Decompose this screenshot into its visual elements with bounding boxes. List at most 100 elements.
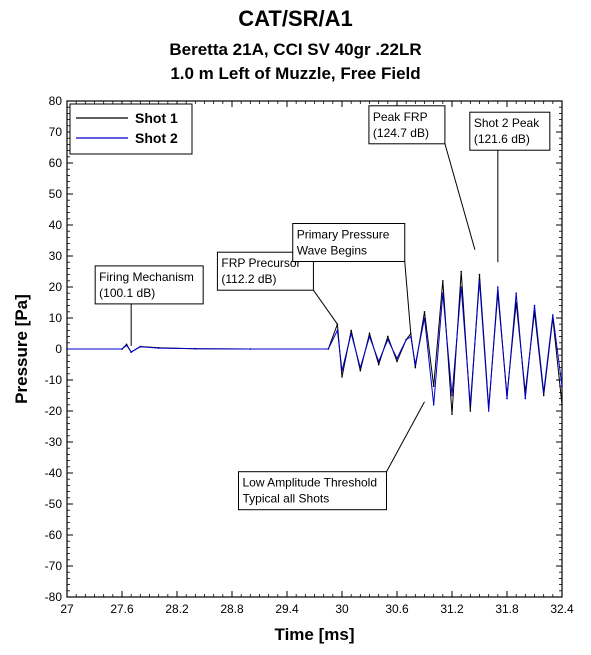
- y-tick-label: 60: [49, 156, 63, 170]
- series-point-2: [442, 292, 444, 295]
- series-point-1: [423, 311, 426, 313]
- y-tick-label: -10: [45, 373, 63, 387]
- series-point-1: [359, 369, 362, 372]
- y-tick-label: -40: [45, 466, 63, 480]
- series-point-2: [341, 369, 343, 372]
- series-point-2: [336, 329, 339, 332]
- series-point-2: [423, 317, 426, 319]
- x-tick-label: 27: [60, 602, 74, 616]
- series-point-2: [478, 280, 481, 282]
- series-point-2: [396, 357, 398, 360]
- x-axis-label: Time [ms]: [275, 625, 355, 644]
- series-point-1: [377, 363, 380, 366]
- series-point-2: [377, 360, 380, 363]
- x-tick-label: 28.2: [165, 602, 189, 616]
- y-axis-label: Pressure [Pa]: [12, 294, 31, 404]
- series-point-2: [350, 332, 352, 335]
- series-point-2: [368, 335, 371, 338]
- annotation-line1: FRP Precursor: [221, 256, 300, 270]
- series-point-2: [542, 391, 545, 394]
- annotation-line2: Wave Begins: [297, 244, 367, 258]
- series-point-2: [460, 286, 462, 288]
- x-tick-label: 30.6: [385, 602, 409, 616]
- annotation-line2: (100.1 dB): [99, 286, 155, 300]
- x-tick-label: 31.2: [440, 602, 464, 616]
- x-tick-label: 29.4: [275, 602, 299, 616]
- series-point-1: [432, 385, 435, 388]
- annotation-line2: (124.7 dB): [373, 126, 429, 140]
- chart-subtitle-1: Beretta 21A, CCI SV 40gr .22LR: [169, 40, 422, 59]
- series-point-1: [469, 410, 472, 412]
- y-tick-label: 0: [55, 342, 62, 356]
- y-tick-label: -30: [45, 435, 63, 449]
- annotation-box: [94, 265, 204, 305]
- x-tick-label: 30: [335, 602, 349, 616]
- annotation-leader: [386, 401, 425, 472]
- series-point-2: [515, 292, 517, 295]
- annotation-leader: [404, 261, 412, 334]
- series-point-2: [561, 385, 563, 388]
- annotation-box: [469, 111, 551, 151]
- y-tick-label: 20: [49, 280, 63, 294]
- series-point-1: [442, 280, 444, 282]
- y-tick-label: 30: [49, 249, 63, 263]
- annotation-box: [368, 105, 446, 145]
- series-point-2: [409, 335, 412, 338]
- annotation-line1: Firing Mechanism: [99, 270, 194, 284]
- series-point-2: [533, 304, 536, 307]
- series-point-2: [327, 348, 330, 350]
- series-point-1: [561, 404, 563, 406]
- series-point-1: [414, 366, 417, 369]
- annotation-line1: Primary Pressure: [297, 228, 390, 242]
- legend-box: [69, 103, 193, 155]
- series-point-2: [524, 397, 527, 400]
- y-tick-label: 80: [49, 94, 63, 108]
- series-point-2: [66, 348, 68, 350]
- series-point-2: [387, 338, 389, 341]
- annotation-line1: Low Amplitude Threshold: [243, 476, 378, 490]
- annotation-line2: Typical all Shots: [243, 492, 330, 506]
- series-point-1: [350, 329, 352, 332]
- y-tick-label: -60: [45, 528, 63, 542]
- annotation-leader: [444, 143, 476, 250]
- x-tick-label: 28.8: [220, 602, 244, 616]
- series-point-1: [478, 273, 481, 276]
- legend-label-2: Shot 2: [135, 130, 178, 146]
- series-point-2: [451, 394, 453, 397]
- y-tick-label: -80: [45, 590, 63, 604]
- x-tick-label: 32.4: [550, 602, 574, 616]
- series-point-2: [506, 397, 508, 400]
- legend-label-1: Shot 1: [135, 110, 178, 126]
- y-tick-label: 70: [49, 125, 63, 139]
- series-point-2: [139, 346, 142, 348]
- annotation-leader: [313, 289, 338, 325]
- series-point-2: [157, 347, 160, 349]
- series-point-2: [414, 363, 417, 366]
- annotation-box: [238, 471, 387, 511]
- series-point-1: [341, 376, 343, 378]
- x-tick-label: 27.6: [110, 602, 134, 616]
- series-point-1: [542, 394, 545, 397]
- y-tick-label: 50: [49, 187, 63, 201]
- y-tick-label: 40: [49, 218, 63, 232]
- series-point-1: [460, 270, 462, 273]
- chart-title: CAT/SR/A1: [238, 6, 353, 31]
- y-tick-label: -70: [45, 559, 63, 573]
- series-point-1: [396, 360, 398, 363]
- chart-subtitle-2: 1.0 m Left of Muzzle, Free Field: [170, 64, 421, 83]
- y-tick-label: 10: [49, 311, 63, 325]
- series-point-2: [194, 347, 197, 350]
- series-line-2: [67, 280, 563, 412]
- series-point-2: [249, 348, 252, 350]
- x-tick-label: 31.8: [495, 602, 519, 616]
- series-point-2: [432, 404, 435, 406]
- annotation-line2: (121.6 dB): [474, 132, 530, 146]
- y-tick-label: -20: [45, 404, 63, 418]
- y-tick-label: -50: [45, 497, 63, 511]
- series-point-2: [359, 366, 362, 369]
- series-point-2: [487, 410, 490, 412]
- series-point-2: [121, 348, 123, 350]
- series-point-1: [387, 335, 389, 338]
